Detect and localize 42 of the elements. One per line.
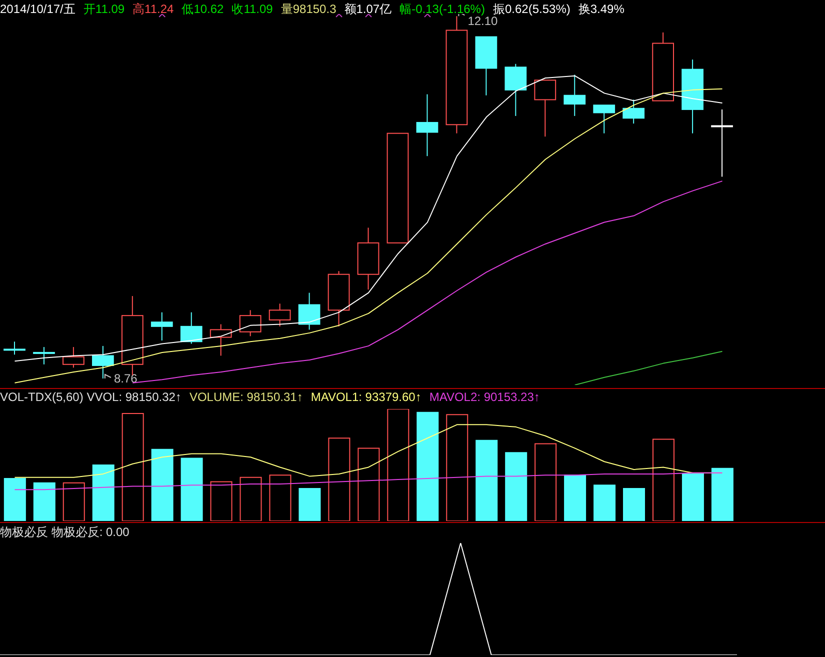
bar — [4, 478, 26, 521]
bar — [594, 484, 616, 521]
chart-title: 物极必反 物极必反: 0.00 — [0, 524, 130, 541]
bar — [416, 412, 439, 521]
chart-title: VOL-TDX(5,60) VVOL: 98150.32↑ — [0, 390, 182, 404]
text: 幅-0.13(-1.16%) — [400, 1, 485, 16]
candlestick — [121, 296, 144, 376]
bar — [151, 448, 174, 521]
bar — [180, 458, 203, 521]
annotation: 8.76 — [114, 371, 138, 386]
text: 振0.62(5.53%) — [492, 1, 570, 16]
candlestick — [682, 59, 704, 134]
bar — [711, 468, 734, 521]
text: VOLUME: 98150.31↑ — [189, 390, 303, 404]
annotation: 12.10 — [468, 14, 498, 28]
text: 额1.07亿 — [344, 1, 392, 18]
bar — [476, 440, 498, 521]
text: 低10.62 — [182, 1, 224, 18]
text: MAVOL2: 90153.23↑ — [429, 390, 540, 404]
bar — [564, 474, 586, 521]
candlestick — [711, 108, 733, 178]
candlestick — [92, 345, 114, 379]
text: 开11.09 — [83, 1, 125, 18]
text: MAVOL1: 93379.60↑ — [310, 390, 422, 404]
candlestick — [446, 16, 468, 134]
candlestick — [564, 74, 586, 116]
bar — [298, 488, 321, 521]
bar — [623, 488, 645, 521]
candlestick — [150, 312, 173, 342]
text: 2014/10/17/五 — [0, 1, 76, 18]
bar — [33, 482, 56, 521]
candlestick — [416, 94, 438, 157]
candlestick — [357, 227, 380, 290]
text: 收11.09 — [232, 1, 273, 18]
bar — [92, 464, 114, 521]
text: 换3.49% — [578, 1, 624, 18]
candlestick — [328, 270, 350, 327]
bar — [682, 473, 704, 521]
candlestick — [33, 346, 55, 365]
text: 量98150.3 — [280, 1, 336, 18]
text: 高11.24 — [132, 1, 174, 18]
bar — [505, 452, 528, 521]
